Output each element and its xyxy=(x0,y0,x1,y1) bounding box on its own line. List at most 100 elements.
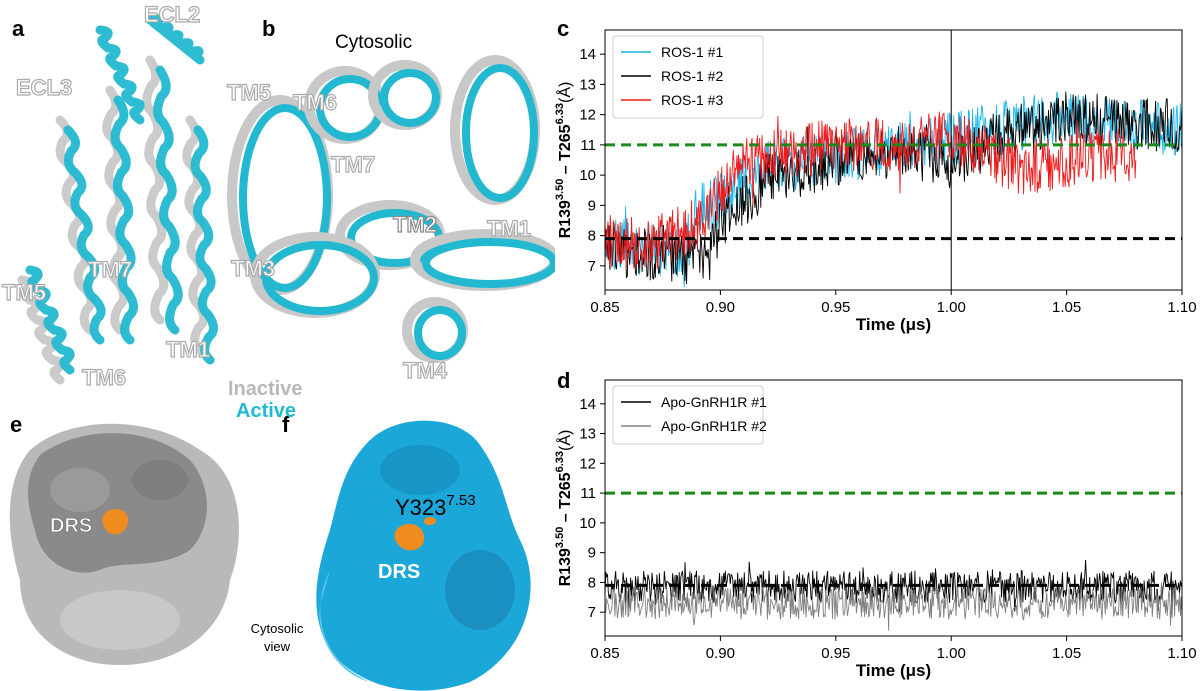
chart-d-ytick-label-3: 10 xyxy=(579,515,596,532)
chart-c-legend-label-2: ROS-1 #3 xyxy=(661,92,723,108)
chart-d-ytick-label-2: 9 xyxy=(588,545,596,562)
chart-d-xtick-label-1: 0.90 xyxy=(706,645,735,662)
chart-d-plot-area xyxy=(605,559,1182,631)
surface-bump-e2 xyxy=(132,460,188,500)
chart-c-ylabel-base: R139 xyxy=(557,200,574,238)
tm1-label-b: TM1 xyxy=(487,216,531,241)
y323-site xyxy=(424,517,436,525)
ecl2-label: ECL2 xyxy=(144,2,200,27)
chart-d-xtick-label-4: 1.05 xyxy=(1052,645,1081,662)
chart-c-xtick-label-3: 1.00 xyxy=(937,299,966,316)
chart-d-ytick-label-0: 7 xyxy=(588,604,596,621)
surface-bump-e1 xyxy=(50,468,110,512)
helix-ring-active-6 xyxy=(414,306,466,360)
cytosolic-title: Cytosolic xyxy=(335,32,412,53)
tm7-label-b: TM7 xyxy=(331,152,375,177)
helix-ring-active-2 xyxy=(380,69,440,127)
helix-ribbon-a-5 xyxy=(110,95,138,345)
panel-label-d: d xyxy=(557,368,571,393)
surface-bump-e3 xyxy=(60,590,180,650)
chart-c-ytick-label-4: 11 xyxy=(580,137,596,154)
chart-c-series-2-line xyxy=(605,111,1137,270)
tm1-label-a: TM1 xyxy=(166,337,210,362)
chart-d-xlabel: Time (μs) xyxy=(856,661,931,680)
chart-c-xtick-label-2: 0.95 xyxy=(821,299,850,316)
helix-ribbon-a-10 xyxy=(95,25,145,125)
chart-c-xtick-label-0: 0.85 xyxy=(590,299,619,316)
chart-d: 0.85 0.90 0.95 1.00 1.05 1.10 7 8 9 10 11 12 13 14 Tim… xyxy=(555,379,1197,680)
panel-label-c: c xyxy=(557,16,570,41)
helix-rings-b xyxy=(227,55,555,363)
chart-d-xtick-label-2: 0.95 xyxy=(821,645,850,662)
chart-c-plot-area xyxy=(605,91,1182,288)
chart-c-ytick-label-2: 9 xyxy=(588,197,596,214)
chart-c-frame xyxy=(604,29,1183,291)
chart-d-ytick-label-7: 14 xyxy=(579,396,596,413)
chart-c-xtick-label-1: 0.90 xyxy=(706,299,735,316)
chart-d-frame xyxy=(604,379,1183,637)
chart-c-legend-label-0: ROS-1 #1 xyxy=(661,44,723,60)
chart-d-ylabel-sup2: 6.33 xyxy=(555,451,566,472)
chart-c-ytick-label-1: 8 xyxy=(588,228,596,245)
surface-bump-f1 xyxy=(380,445,460,495)
chart-c-ytick-label-0: 7 xyxy=(588,258,596,275)
chart-d-xtick-label-3: 1.00 xyxy=(937,645,966,662)
helix-ring-active-0 xyxy=(239,104,331,292)
chart-d-xtick-label-5: 1.10 xyxy=(1167,645,1196,662)
y323-superscript: 7.53 xyxy=(446,492,475,509)
chart-c-legend-label-1: ROS-1 #2 xyxy=(661,68,723,84)
tm7-label-a: TM7 xyxy=(88,257,132,282)
tm5-label-b: TM5 xyxy=(227,80,271,105)
helix-ribbon-a-1 xyxy=(25,265,75,375)
chart-d-ytick-label-5: 12 xyxy=(579,455,596,472)
chart-c-series-0-line xyxy=(605,91,1182,288)
panel-label-a: a xyxy=(12,16,25,41)
active-legend-label: Active xyxy=(236,400,297,422)
chart-c-ytick-label-5: 12 xyxy=(579,107,596,124)
helix-ribbon-a-11 xyxy=(145,14,205,65)
inactive-legend-label: Inactive xyxy=(228,378,303,400)
tm6-label-a: TM6 xyxy=(82,365,126,390)
chart-d-legend-box xyxy=(612,385,764,445)
chart-c-ylabel-sup2: 6.33 xyxy=(555,103,566,124)
chart-c-ytick-label-7: 14 xyxy=(579,46,596,63)
chart-d-legend-label-0: Apo-GnRH1R #1 xyxy=(661,394,767,410)
surface-bump-f2 xyxy=(445,550,515,630)
drs-label-e: DRS xyxy=(50,515,92,537)
inactive-surface: DRS xyxy=(9,423,239,665)
chart-c-legend-box xyxy=(612,35,764,119)
surface-shadow-e xyxy=(28,433,207,573)
tm4-label-b: TM4 xyxy=(403,358,448,383)
helix-ribbon-a-9 xyxy=(190,125,218,365)
helix-ribbon-a-6 xyxy=(142,55,169,325)
chart-d-ytick-label-6: 13 xyxy=(579,426,596,443)
chart-c-ytick-label-6: 13 xyxy=(579,76,596,93)
chart-d-ytick-label-1: 8 xyxy=(588,574,596,591)
tm6-label-b: TM6 xyxy=(293,90,337,115)
chart-c-ytick-label-3: 10 xyxy=(579,167,596,184)
cytosolic-view-note: Cytosolic view xyxy=(247,620,307,656)
helix-ribbon-a-7 xyxy=(153,65,183,335)
drs-label-f: DRS xyxy=(378,561,420,583)
chart-c: 0.85 0.90 0.95 1.00 1.05 1.10 7 8 9 10 11 12 13 14 Tim… xyxy=(555,29,1197,334)
chart-c-xlabel: Time (μs) xyxy=(856,315,931,334)
chart-d-series-1-line xyxy=(605,579,1182,631)
tm5-label-a: TM5 xyxy=(2,280,46,305)
ribbon-helices-a xyxy=(17,14,218,385)
helix-ribbon-a-0 xyxy=(17,275,65,385)
chart-d-ylabel-base: R139 xyxy=(557,548,574,586)
chart-c-ylabel-unit: (Å) xyxy=(555,82,574,103)
structure-top-view: Cytosolic TM5 TM6 TM7 TM2 TM1 TM3 TM4 xyxy=(226,32,555,384)
helix-ring-active-5 xyxy=(262,241,378,315)
helix-ring-active-3 xyxy=(462,64,538,202)
cytosolic-view-note-line1: Cytosolic xyxy=(250,621,304,636)
panel-label-b: b xyxy=(262,16,276,41)
chart-d-ylabel-unit: (Å) xyxy=(555,430,574,451)
chart-d-legend-label-1: Apo-GnRH1R #2 xyxy=(661,418,767,434)
chart-d-ylabel-sup1: 3.50 xyxy=(555,527,566,548)
panel-label-e: e xyxy=(10,412,23,437)
helix-ribbon-a-3 xyxy=(63,125,106,345)
drs-site-e xyxy=(102,509,128,535)
chart-d-ytick-label-4: 11 xyxy=(580,485,596,502)
chart-d-ylabel: R1393.50 – T2656.33(Å) xyxy=(555,430,574,587)
